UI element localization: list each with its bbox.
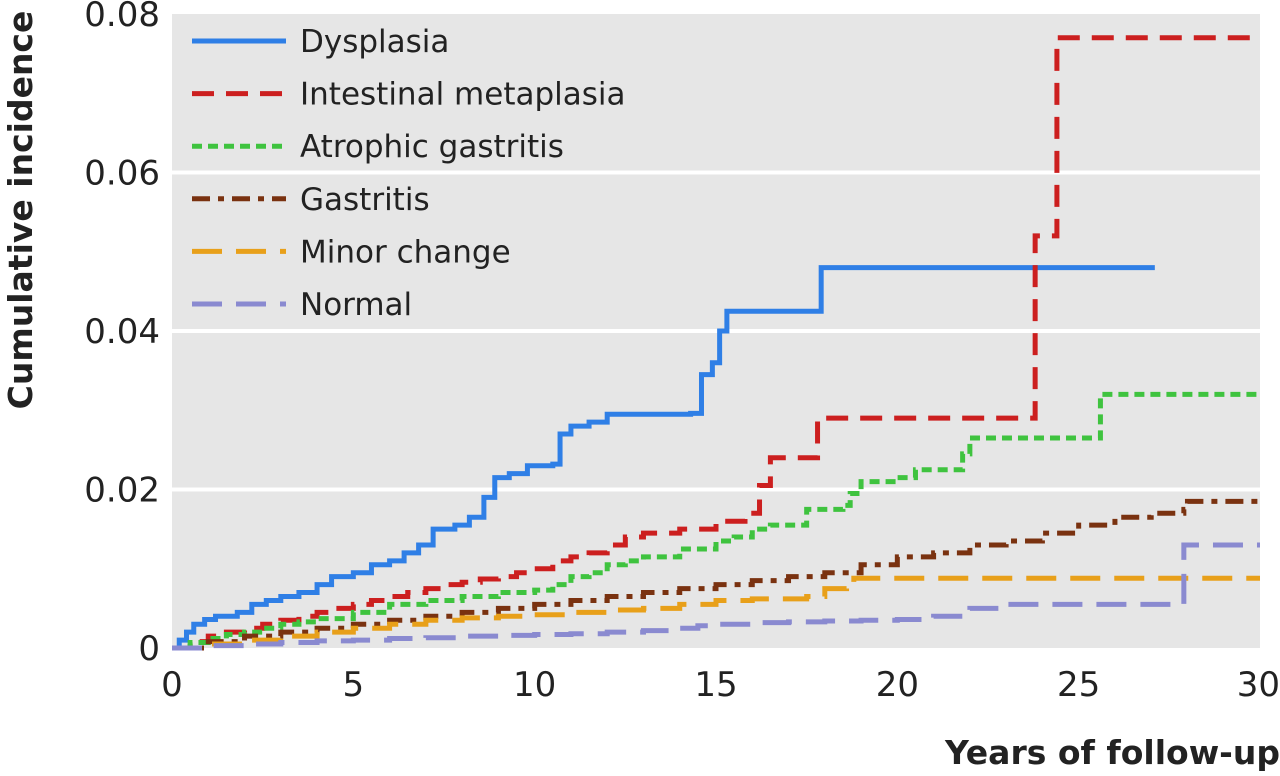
x-axis-title: Years of follow-up [944,733,1280,772]
legend-label: Minor change [300,234,511,270]
series-line-intestinal-metaplasia [172,35,1260,651]
x-tick-label: 20 [876,665,919,705]
legend-label: Gastritis [300,182,430,218]
x-tick-labels: 0 5 10 15 20 25 30 [161,665,1280,705]
y-tick-labels: 0 0.02 0.04 0.06 0.08 [84,0,160,669]
x-tick-label: 5 [343,665,365,705]
x-tick-label: 10 [513,665,556,705]
series-line-gastritis [172,498,1260,651]
x-tick-label: 25 [1057,665,1100,705]
y-tick-label: 0.08 [84,0,160,35]
legend-label: Atrophic gastritis [300,129,564,165]
x-tick-label: 30 [1237,665,1280,705]
legend: Dysplasia Intestinal metaplasia Atrophic g… [192,24,626,323]
y-tick-label: 0.02 [84,471,160,511]
y-tick-label: 0.04 [84,312,160,352]
y-tick-label: 0.06 [84,154,160,194]
series-line-minor-change [172,575,1260,651]
legend-label: Normal [300,287,412,323]
series-line-atrophic-gastritis [172,391,1260,651]
series-layer [172,35,1260,651]
x-tick-label: 15 [694,665,737,705]
legend-label: Intestinal metaplasia [300,77,626,113]
legend-label: Dysplasia [300,24,449,60]
y-tick-label: 0 [138,629,160,669]
y-axis-title: Cumulative incidence [1,11,40,410]
grid-lines [172,170,1260,492]
x-tick-label: 0 [161,665,183,705]
series-line-dysplasia [172,265,1155,651]
series-line-normal [172,542,1260,651]
